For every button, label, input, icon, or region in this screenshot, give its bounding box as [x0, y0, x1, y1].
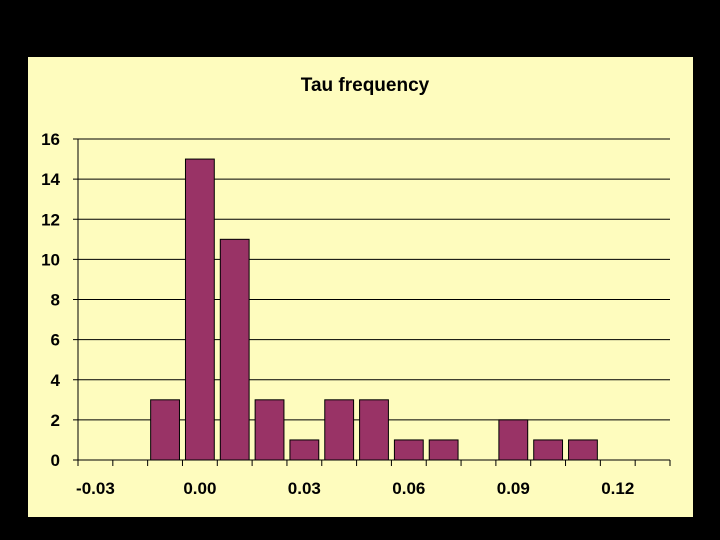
- histogram-bar: [219, 238, 250, 461]
- y-tick-label: 2: [51, 411, 60, 430]
- y-tick-label: 8: [51, 291, 60, 310]
- histogram-bar: [393, 439, 424, 461]
- y-tick-label: 0: [51, 451, 60, 470]
- x-tick-label: 0.06: [392, 479, 425, 498]
- x-tick-label: 0.03: [288, 479, 321, 498]
- histogram-bar: [150, 399, 180, 461]
- histogram-bar: [568, 439, 598, 461]
- y-tick-label: 4: [51, 371, 61, 390]
- bars: [150, 158, 598, 461]
- y-tick-label: 10: [41, 250, 60, 269]
- histogram-bar: [428, 439, 459, 461]
- y-tick-label: 14: [41, 170, 60, 189]
- histogram-bar: [359, 399, 389, 461]
- histogram-bar: [324, 399, 355, 461]
- x-tick-label: 0.09: [497, 479, 530, 498]
- histogram-bar: [184, 158, 215, 461]
- x-tick-label: 0.12: [601, 479, 634, 498]
- tau-frequency-chart: Tau frequency 0 2 4 6 8 10 12 14 16 -0.03 0.00 0.0…: [41, 75, 671, 498]
- histogram-bar: [254, 399, 285, 461]
- histogram-bar: [498, 419, 529, 461]
- x-tick-labels: -0.03 0.00 0.03 0.06 0.09 0.12: [76, 479, 634, 498]
- axes: [73, 138, 671, 466]
- histogram-bar: [289, 439, 320, 461]
- y-tick-label: 16: [41, 130, 60, 149]
- histogram-bar: [533, 439, 564, 461]
- y-tick-label: 6: [51, 331, 60, 350]
- chart-title: Tau frequency: [301, 75, 430, 96]
- y-tick-labels: 0 2 4 6 8 10 12 14 16: [41, 130, 60, 470]
- chart-panel: Tau frequency 0 2 4 6 8 10 12 14 16 -0.03 0.00 0.0…: [28, 57, 693, 517]
- x-tick-label: -0.03: [76, 479, 115, 498]
- gridlines: [78, 138, 670, 421]
- x-tick-label: 0.00: [183, 479, 216, 498]
- y-tick-label: 12: [41, 210, 60, 229]
